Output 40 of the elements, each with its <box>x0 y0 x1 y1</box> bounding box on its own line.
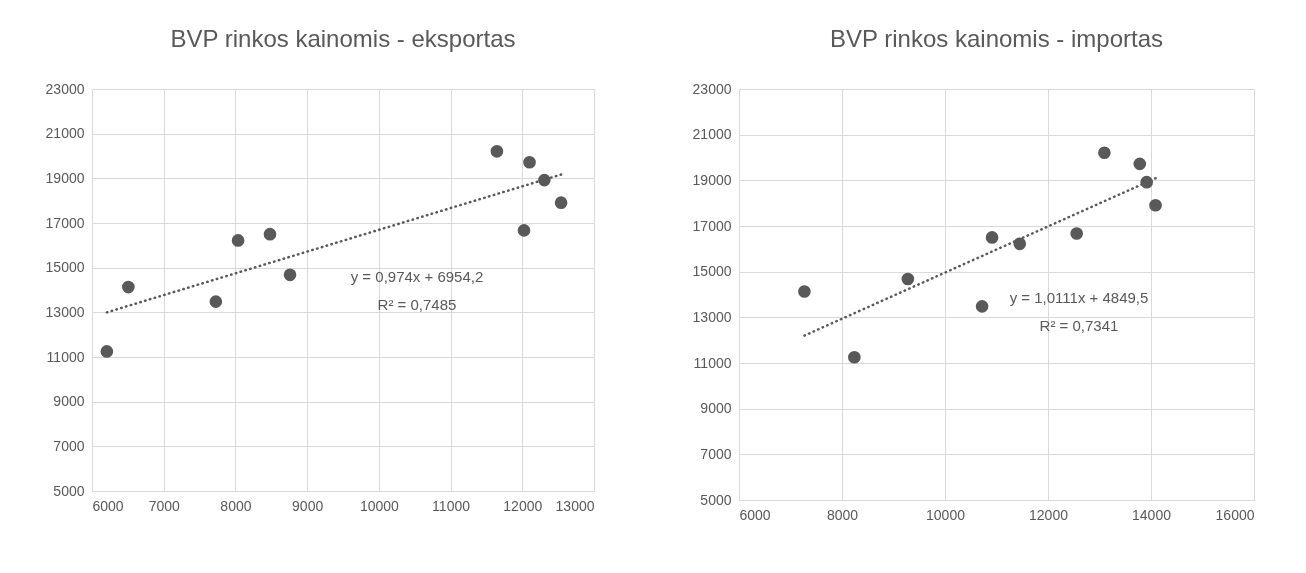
x-tick-label: 12000 <box>1029 506 1069 523</box>
x-tick-label: 11000 <box>432 497 471 514</box>
y-tick-label: 9000 <box>700 400 732 417</box>
x-tick-label: 7000 <box>148 497 180 514</box>
y-tick-label: 11000 <box>693 354 732 371</box>
x-tick-label: 6000 <box>739 506 771 523</box>
x-tick-label: 12000 <box>503 497 543 514</box>
x-tick-label: 10000 <box>359 497 400 514</box>
y-tick-label: 23000 <box>692 80 732 97</box>
y-tick-label: 21000 <box>692 126 732 143</box>
y-tick-label: 19000 <box>692 171 732 188</box>
y-tick-label: 13000 <box>45 303 85 320</box>
x-tick-label: 8000 <box>826 506 859 523</box>
annotation: R² = 0,7341 <box>1039 317 1119 334</box>
y-tick-label: 11000 <box>46 348 85 365</box>
y-tick-label: 7000 <box>700 445 732 462</box>
annotation: R² = 0,7485 <box>377 296 457 313</box>
y-tick-label: 13000 <box>692 308 732 325</box>
y-tick-label: 17000 <box>45 214 85 231</box>
y-tick-label: 23000 <box>45 80 85 97</box>
y-tick-label: 5000 <box>53 482 85 499</box>
x-tick-label: 10000 <box>926 506 966 523</box>
x-tick-label: 9000 <box>292 497 324 514</box>
x-tick-label: 16000 <box>1215 506 1255 523</box>
y-tick-label: 15000 <box>692 263 732 280</box>
x-tick-label: 13000 <box>555 497 595 514</box>
chart-title: BVP rinkos kainomis - eksportas <box>170 25 516 52</box>
y-tick-label: 15000 <box>45 259 85 276</box>
annotation: y = 1,0111x + 4849,5 <box>1009 289 1149 306</box>
y-tick-label: 19000 <box>45 169 85 186</box>
y-tick-label: 17000 <box>692 217 732 234</box>
y-tick-label: 7000 <box>53 437 85 454</box>
x-tick-label: 6000 <box>92 497 124 514</box>
x-tick-label: 14000 <box>1132 506 1172 523</box>
y-tick-label: 21000 <box>45 125 85 142</box>
annotation: y = 0,974x + 6954,2 <box>350 268 484 285</box>
y-tick-label: 9000 <box>53 393 85 410</box>
chart-title: BVP rinkos kainomis - importas <box>830 25 1163 52</box>
x-tick-label: 8000 <box>220 497 252 514</box>
y-tick-label: 5000 <box>700 491 732 508</box>
